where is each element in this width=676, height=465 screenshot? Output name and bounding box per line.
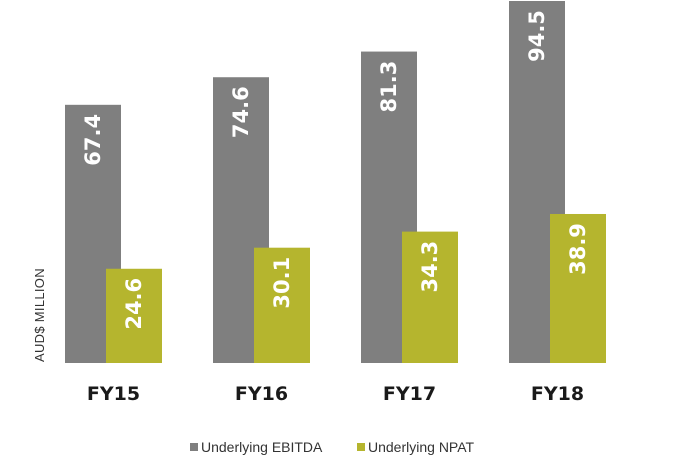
- bar-npat-fy18: [550, 213, 606, 363]
- legend: Underlying EBITDA Underlying NPAT: [190, 439, 475, 455]
- legend-swatch-npat: [357, 443, 365, 451]
- legend-label-npat: Underlying NPAT: [368, 439, 475, 455]
- bar-npat-fy17: [402, 231, 458, 363]
- data-label-npat-fy15: 24.6: [122, 278, 146, 330]
- data-label-npat-fy16: 30.1: [270, 257, 294, 309]
- data-label-ebitda-fy15: 67.4: [81, 114, 105, 166]
- category-label-fy17: FY17: [383, 383, 436, 405]
- legend-label-ebitda: Underlying EBITDA: [201, 439, 323, 455]
- data-label-ebitda-fy18: 94.5: [525, 10, 549, 62]
- data-label-ebitda-fy16: 74.6: [229, 86, 253, 138]
- legend-swatch-ebitda: [190, 443, 198, 451]
- bars-group: 67.4 24.6 74.6 30.1 81.3 34.3 94.5 38.9: [65, 1, 606, 364]
- data-label-npat-fy17: 34.3: [418, 241, 442, 293]
- y-axis-label: AUD$ MILLION: [32, 268, 47, 362]
- bar-npat-fy15: [106, 268, 162, 363]
- category-label-fy15: FY15: [87, 383, 140, 405]
- category-label-fy18: FY18: [531, 383, 584, 405]
- data-label-ebitda-fy17: 81.3: [377, 61, 401, 113]
- bar-npat-fy16: [254, 247, 310, 363]
- category-labels: FY15 FY16 FY17 FY18: [87, 383, 584, 405]
- data-label-npat-fy18: 38.9: [566, 223, 590, 275]
- category-label-fy16: FY16: [235, 383, 288, 405]
